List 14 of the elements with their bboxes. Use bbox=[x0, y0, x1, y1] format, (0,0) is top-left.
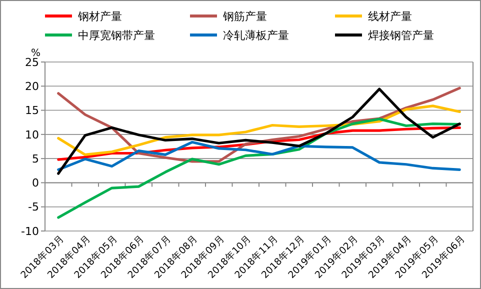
y-tick-label: 20 bbox=[25, 80, 39, 93]
y-tick-label: 10 bbox=[25, 128, 39, 142]
legend-label: 冷轧薄板产量 bbox=[223, 28, 289, 42]
y-tick-label: 5 bbox=[32, 152, 39, 166]
y-tick-label: 0 bbox=[32, 176, 39, 190]
legend-label: 线材产量 bbox=[368, 10, 412, 23]
line-series bbox=[57, 140, 461, 171]
y-tick-label: 15 bbox=[25, 104, 39, 118]
legend-label: 焊接钢管产量 bbox=[368, 28, 434, 42]
y-tick-label: -5 bbox=[28, 200, 39, 214]
y-tick-label: -10 bbox=[21, 224, 39, 238]
legend-label: 中厚宽钢带产量 bbox=[78, 28, 155, 42]
legend-label: 钢筋产量 bbox=[222, 10, 267, 23]
legend-label: 钢材产量 bbox=[77, 10, 122, 23]
